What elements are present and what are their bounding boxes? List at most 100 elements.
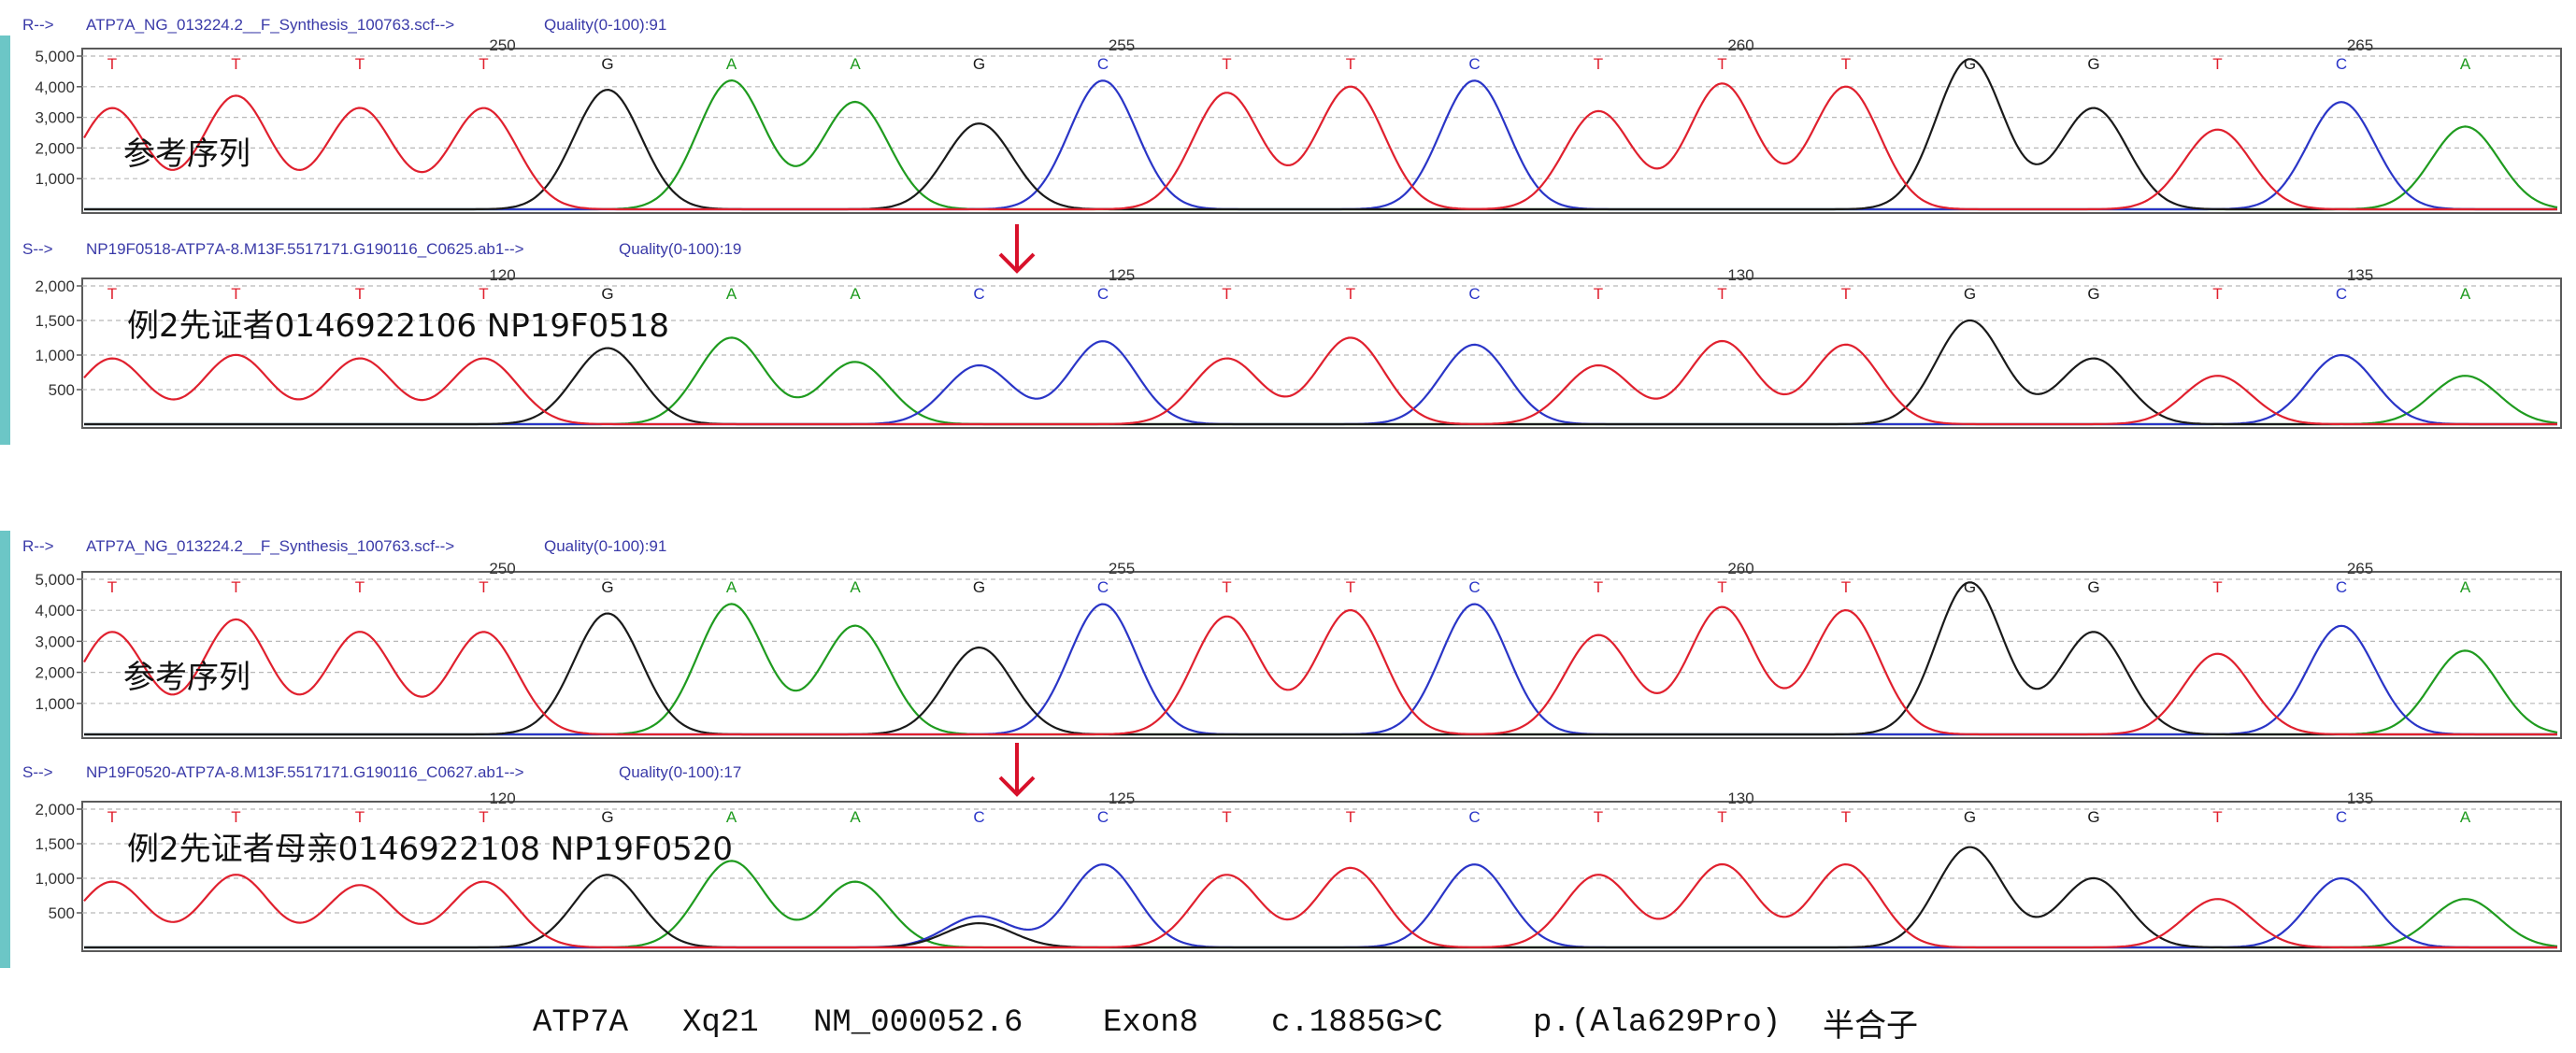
base-call-G: G [2087, 55, 2099, 73]
base-call-T: T [1717, 808, 1726, 826]
y-tick-label: 1,500 [35, 312, 75, 330]
y-tick-label: 1,500 [35, 835, 75, 853]
base-call-T: T [355, 285, 365, 303]
base-call-G: G [1964, 55, 1976, 73]
base-call-T: T [1717, 578, 1726, 596]
base-call-C: C [973, 285, 984, 303]
sample-label: 例2先证者0146922106 NP19F0518 [127, 307, 669, 345]
base-call-C: C [1468, 578, 1480, 596]
position-label: 260 [1727, 560, 1753, 577]
arrow-head [998, 776, 1036, 797]
trace-G-channel [84, 58, 2557, 211]
position-label: 135 [2347, 790, 2373, 807]
y-tick-label: 5,000 [35, 571, 75, 589]
position-label: 125 [1109, 266, 1135, 284]
y-tick-label: 1,000 [35, 170, 75, 188]
caption-locus: Xq21 [682, 1005, 759, 1041]
base-call-T: T [479, 285, 488, 303]
arrow-head [998, 252, 1036, 274]
base-call-T: T [1346, 285, 1355, 303]
panel-frame [81, 801, 2562, 952]
base-call-C: C [1097, 808, 1109, 826]
base-call-G: G [2087, 808, 2099, 826]
trace-A-channel [84, 79, 2558, 211]
y-tick-label: 3,000 [35, 109, 75, 127]
position-label: 255 [1109, 36, 1135, 54]
base-call-C: C [2336, 55, 2347, 73]
trace-T-channel [83, 605, 2557, 736]
base-call-C: C [1468, 285, 1480, 303]
base-call-A: A [726, 808, 737, 826]
variant-caption: ATP7A Xq21 NM_000052.6 Exon8 c.1885G>C p… [533, 1000, 1918, 1046]
caption-zygosity: 半合子 [1823, 1011, 1918, 1046]
position-label: 130 [1727, 266, 1753, 284]
base-call-T: T [1346, 578, 1355, 596]
base-call-T: T [1594, 285, 1603, 303]
position-label: 120 [489, 790, 515, 807]
base-call-G: G [2087, 285, 2099, 303]
y-tick-label: 1,000 [35, 347, 75, 364]
base-call-C: C [1468, 808, 1480, 826]
base-call-T: T [1222, 578, 1231, 596]
base-call-T: T [231, 55, 240, 73]
accent-bar-bottom [0, 531, 10, 968]
y-tick-label: 2,000 [35, 139, 75, 157]
base-call-T: T [1841, 808, 1851, 826]
position-label: 130 [1727, 790, 1753, 807]
base-call-A: A [2460, 578, 2471, 596]
position-label: 125 [1109, 790, 1135, 807]
base-call-T: T [1222, 55, 1231, 73]
base-call-T: T [1222, 808, 1231, 826]
base-call-T: T [107, 808, 117, 826]
base-call-T: T [1717, 55, 1726, 73]
sample-label: 参考序列 [123, 135, 250, 173]
base-call-C: C [973, 808, 984, 826]
base-call-T: T [2212, 808, 2222, 826]
base-call-T: T [107, 578, 117, 596]
base-call-G: G [1964, 285, 1976, 303]
caption-transcript: NM_000052.6 [813, 1005, 1023, 1041]
base-call-A: A [2460, 285, 2471, 303]
base-call-A: A [850, 285, 861, 303]
base-call-G: G [1964, 808, 1976, 826]
base-call-T: T [231, 578, 240, 596]
accent-bar-top [0, 36, 10, 445]
trace-C-channel [84, 603, 2557, 736]
base-call-T: T [1717, 285, 1726, 303]
base-call-T: T [107, 285, 117, 303]
y-tick-label: 1,000 [35, 695, 75, 713]
y-tick-label: 500 [49, 904, 75, 922]
base-call-T: T [1841, 578, 1851, 596]
base-call-G: G [1964, 578, 1976, 596]
base-call-C: C [2336, 578, 2347, 596]
panel-file-name: NP19F0520-ATP7A-8.M13F.5517171.G190116_C… [86, 763, 524, 781]
trace-C-channel [84, 79, 2557, 211]
base-call-T: T [107, 55, 117, 73]
base-call-G: G [2087, 578, 2099, 596]
base-call-T: T [2212, 578, 2222, 596]
panel-frame [81, 571, 2562, 739]
panel-strand-label: R--> [22, 537, 54, 555]
base-call-T: T [1346, 55, 1355, 73]
trace-T-channel [83, 862, 2557, 949]
trace-T-channel [83, 336, 2557, 426]
trace-C-channel [84, 340, 2557, 426]
base-call-A: A [850, 578, 861, 596]
trace-G-channel [84, 846, 2557, 949]
caption-gene: ATP7A [533, 1005, 629, 1041]
base-call-C: C [1097, 285, 1109, 303]
base-call-T: T [231, 808, 240, 826]
base-call-C: C [1097, 578, 1109, 596]
y-tick-label: 4,000 [35, 78, 75, 96]
y-tick-label: 1,000 [35, 870, 75, 888]
panel-strand-label: R--> [22, 16, 54, 34]
mutation-arrow-top [998, 224, 1036, 274]
base-call-A: A [726, 578, 737, 596]
base-call-A: A [2460, 808, 2471, 826]
base-call-G: G [973, 55, 985, 73]
y-tick-label: 4,000 [35, 602, 75, 619]
position-label: 265 [2347, 36, 2373, 54]
position-label: 135 [2347, 266, 2373, 284]
y-tick-label: 2,000 [35, 664, 75, 682]
base-call-T: T [355, 808, 365, 826]
